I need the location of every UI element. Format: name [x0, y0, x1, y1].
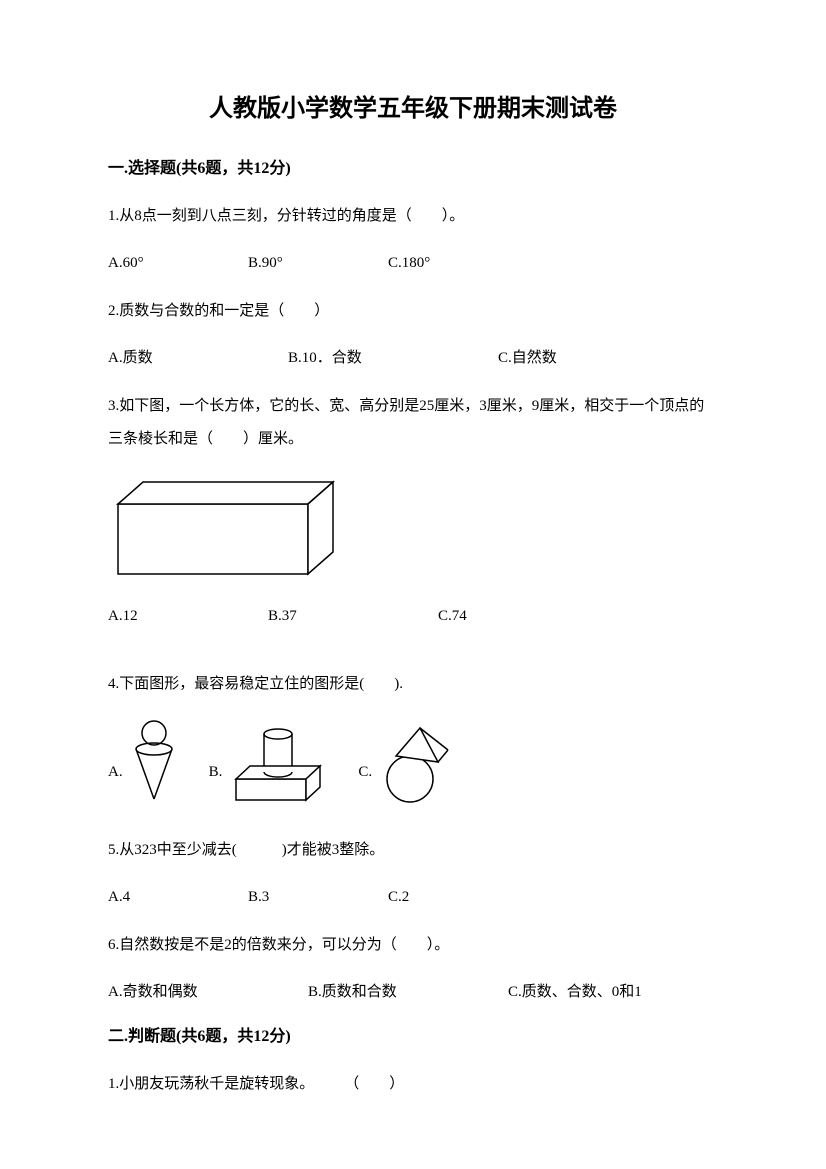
- q4-optB-item: B.: [209, 724, 329, 804]
- q1-text: 1.从8点一刻到八点三刻，分针转过的角度是（ ）。: [108, 200, 718, 233]
- q4-optC: C.: [358, 760, 372, 804]
- q4-optA: A.: [108, 760, 123, 804]
- q5-text: 5.从323中至少减去( )才能被3整除。: [108, 834, 718, 867]
- section1-header: 一.选择题(共6题，共12分): [108, 156, 718, 182]
- q3-optA: A.12: [108, 604, 268, 628]
- q1-optC: C.180°: [388, 251, 528, 275]
- q2-options: A.质数 B.10．合数 C.自然数: [108, 346, 718, 370]
- q3-options: A.12 B.37 C.74: [108, 604, 718, 628]
- pyramid-sphere-icon: [378, 724, 453, 804]
- q3-optC: C.74: [438, 604, 467, 628]
- q6-options: A.奇数和偶数 B.质数和合数 C.质数、合数、0和1: [108, 980, 718, 1004]
- q4-optB: B.: [209, 760, 223, 804]
- q1-optA: A.60°: [108, 251, 248, 275]
- q6-optC: C.质数、合数、0和1: [508, 980, 642, 1004]
- q1-options: A.60° B.90° C.180°: [108, 251, 718, 275]
- s2-q1-text: 1.小朋友玩荡秋千是旋转现象。 （ ）: [108, 1068, 718, 1101]
- q4-optA-item: A.: [108, 719, 179, 804]
- q5-optB: B.3: [248, 885, 388, 909]
- q2-optB: B.10．合数: [288, 346, 498, 370]
- q4-text: 4.下面图形，最容易稳定立住的图形是( ).: [108, 668, 718, 701]
- q1-optB: B.90°: [248, 251, 388, 275]
- q2-optA: A.质数: [108, 346, 288, 370]
- cuboid-figure: [108, 474, 718, 584]
- q5-optC: C.2: [388, 885, 528, 909]
- q6-optB: B.质数和合数: [308, 980, 508, 1004]
- q5-optA: A.4: [108, 885, 248, 909]
- q6-text: 6.自然数按是不是2的倍数来分，可以分为（ ）。: [108, 929, 718, 962]
- q2-text: 2.质数与合数的和一定是（ ）: [108, 295, 718, 328]
- q6-optA: A.奇数和偶数: [108, 980, 308, 1004]
- cone-sphere-icon: [129, 719, 179, 804]
- cylinder-cuboid-icon: [228, 724, 328, 804]
- q2-optC: C.自然数: [498, 346, 557, 370]
- q3-text: 3.如下图，一个长方体，它的长、宽、高分别是25厘米，3厘米，9厘米，相交于一个…: [108, 390, 718, 456]
- q4-options: A. B. C.: [108, 719, 718, 804]
- page-title: 人教版小学数学五年级下册期末测试卷: [108, 90, 718, 128]
- section2-header: 二.判断题(共6题，共12分): [108, 1024, 718, 1050]
- q3-optB: B.37: [268, 604, 438, 628]
- q4-optC-item: C.: [358, 724, 453, 804]
- q5-options: A.4 B.3 C.2: [108, 885, 718, 909]
